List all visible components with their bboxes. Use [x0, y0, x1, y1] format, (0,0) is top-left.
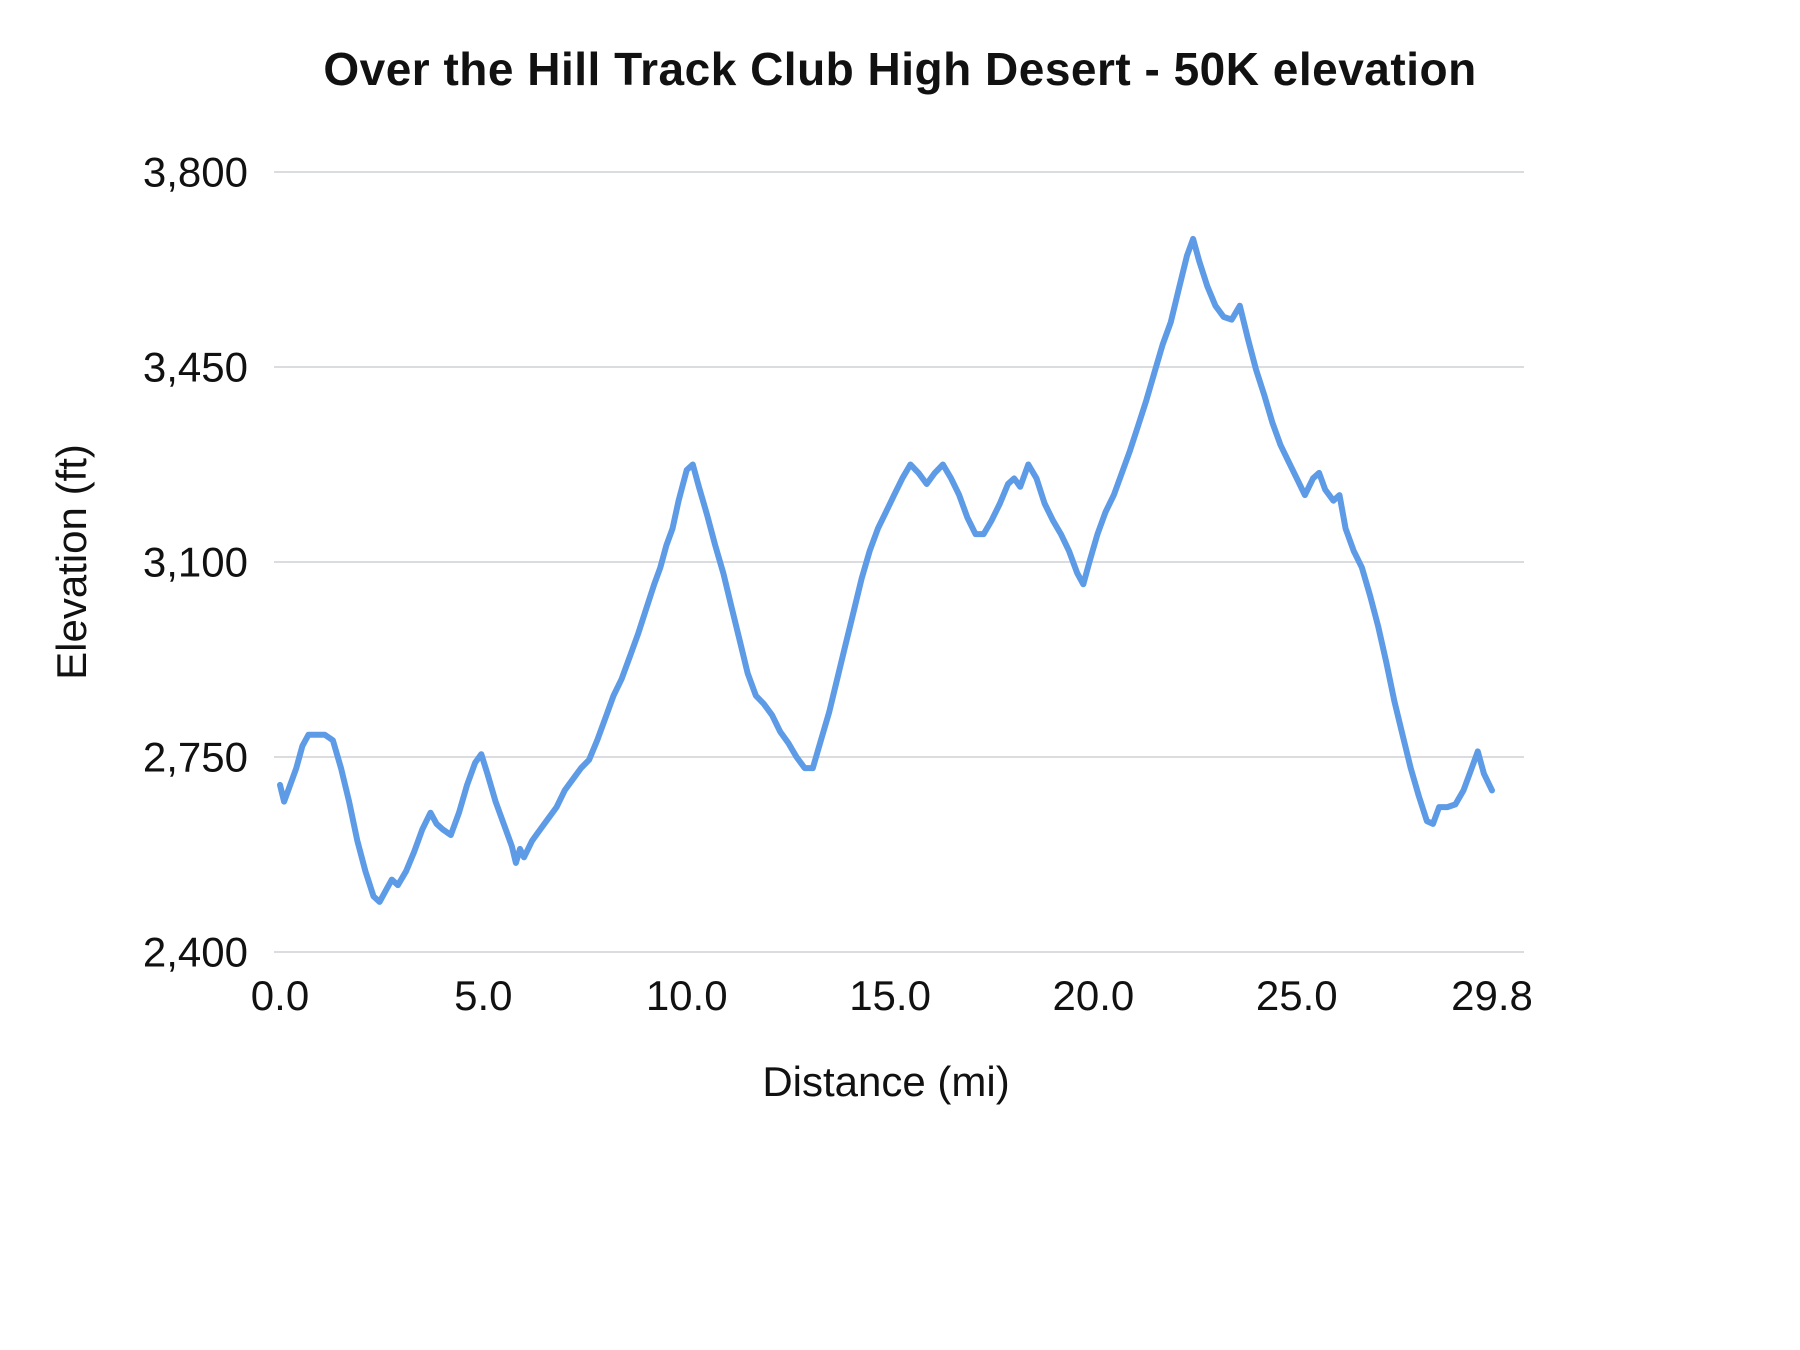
y-tick-label: 2,400	[143, 929, 248, 976]
x-axis-label: Distance (mi)	[762, 1058, 1010, 1105]
x-tick-label: 10.0	[646, 972, 728, 1019]
y-tick-label: 3,800	[143, 149, 248, 196]
y-tick-label: 3,100	[143, 539, 248, 586]
x-tick-label: 5.0	[454, 972, 512, 1019]
x-tick-label: 29.8	[1451, 972, 1533, 1019]
x-tick-label: 15.0	[849, 972, 931, 1019]
y-tick-label: 3,450	[143, 344, 248, 391]
x-tick-label: 25.0	[1256, 972, 1338, 1019]
chart-title: Over the Hill Track Club High Desert - 5…	[323, 43, 1477, 95]
elevation-line	[277, 235, 1495, 905]
x-tick-label: 20.0	[1053, 972, 1135, 1019]
x-tick-label: 0.0	[251, 972, 309, 1019]
y-tick-label: 2,750	[143, 734, 248, 781]
